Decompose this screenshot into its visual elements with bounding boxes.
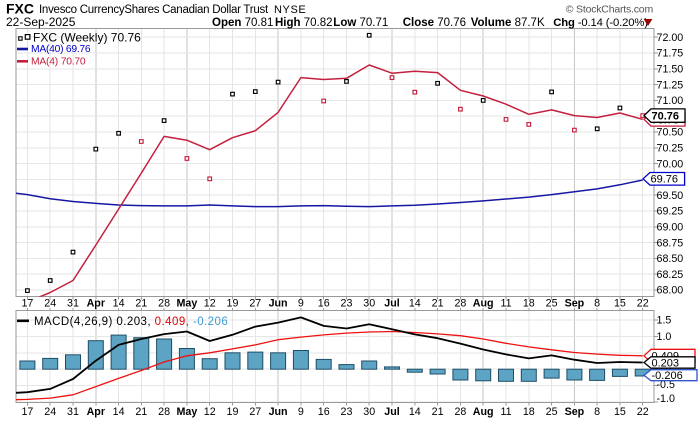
svg-text:Low 70.71: Low 70.71 [333, 17, 388, 29]
svg-text:9: 9 [298, 406, 304, 418]
svg-text:69.00: 69.00 [657, 222, 684, 234]
svg-text:© StockCharts.com: © StockCharts.com [566, 4, 654, 16]
svg-text:14: 14 [113, 298, 125, 310]
svg-text:1.5: 1.5 [657, 315, 672, 327]
svg-text:21: 21 [432, 298, 444, 310]
svg-text:69.25: 69.25 [657, 206, 684, 218]
svg-text:Apr: Apr [87, 298, 105, 310]
svg-text:MA(4) 70.70: MA(4) 70.70 [31, 56, 86, 67]
svg-text:Jun: Jun [269, 298, 288, 310]
svg-text:30: 30 [363, 298, 375, 310]
svg-text:Volume 87.7K: Volume 87.7K [471, 17, 545, 29]
svg-text:Jul: Jul [384, 406, 399, 418]
svg-text:Aug: Aug [473, 406, 494, 418]
svg-text:71.25: 71.25 [657, 79, 684, 91]
svg-text:23: 23 [341, 298, 353, 310]
svg-text:NYSE: NYSE [274, 4, 306, 16]
svg-text:May: May [177, 298, 198, 310]
svg-text:Sep: Sep [565, 406, 585, 418]
svg-text:14: 14 [409, 406, 421, 418]
svg-text:8: 8 [594, 298, 600, 310]
svg-text:MA(40) 69.76: MA(40) 69.76 [31, 44, 91, 55]
svg-text:Jul: Jul [384, 298, 399, 310]
svg-text:23: 23 [341, 406, 353, 418]
svg-text:11: 11 [500, 298, 511, 310]
svg-text:68.25: 68.25 [657, 269, 684, 281]
svg-text:21: 21 [135, 298, 147, 310]
svg-text:28: 28 [158, 298, 170, 310]
svg-text:Apr: Apr [87, 406, 105, 418]
svg-text:FXC (Weekly) 70.76: FXC (Weekly) 70.76 [33, 31, 141, 45]
svg-text:22-Sep-2025: 22-Sep-2025 [6, 15, 76, 29]
svg-text:Close 70.76: Close 70.76 [403, 17, 466, 29]
svg-text:68.50: 68.50 [657, 253, 684, 265]
svg-text:28: 28 [158, 406, 170, 418]
svg-text:-1.0: -1.0 [657, 393, 675, 405]
svg-text:68.75: 68.75 [657, 237, 684, 249]
svg-text:11: 11 [500, 406, 511, 418]
svg-text:27: 27 [249, 298, 261, 310]
svg-text:19: 19 [227, 406, 239, 418]
svg-text:25: 25 [546, 406, 558, 418]
svg-text:0.203: 0.203 [652, 357, 680, 369]
svg-text:1.0: 1.0 [657, 331, 672, 343]
svg-text:Aug: Aug [473, 298, 494, 310]
svg-text:MACD(4,26,9) 0.203, 0.409, -0.: MACD(4,26,9) 0.203, 0.409, -0.206 [34, 316, 228, 328]
svg-text:71.00: 71.00 [657, 95, 684, 107]
svg-text:69.50: 69.50 [657, 190, 684, 202]
svg-text:68.00: 68.00 [657, 285, 684, 297]
svg-text:70.50: 70.50 [657, 127, 684, 139]
svg-text:72.00: 72.00 [657, 32, 684, 44]
svg-text:31: 31 [67, 298, 79, 310]
svg-text:31: 31 [67, 406, 79, 418]
svg-text:FXC: FXC [6, 1, 34, 17]
svg-text:70.25: 70.25 [657, 143, 684, 155]
svg-text:-0.5: -0.5 [657, 379, 675, 391]
svg-text:May: May [177, 406, 198, 418]
svg-text:18: 18 [523, 406, 535, 418]
svg-text:9: 9 [298, 298, 304, 310]
svg-text:70.00: 70.00 [657, 158, 684, 170]
svg-text:16: 16 [318, 406, 330, 418]
svg-text:69.76: 69.76 [651, 174, 679, 186]
svg-text:17: 17 [21, 298, 33, 310]
svg-text:24: 24 [44, 298, 56, 310]
svg-text:Jun: Jun [269, 406, 288, 418]
svg-text:12: 12 [204, 298, 216, 310]
svg-text:22: 22 [637, 298, 649, 310]
svg-text:28: 28 [454, 406, 466, 418]
svg-text:17: 17 [21, 406, 33, 418]
svg-text:15: 15 [614, 298, 626, 310]
svg-text:28: 28 [454, 298, 466, 310]
svg-text:25: 25 [546, 298, 558, 310]
svg-text:22: 22 [637, 406, 649, 418]
svg-text:24: 24 [44, 406, 56, 418]
svg-text:Chg -0.14 (-0.20%): Chg -0.14 (-0.20%) [553, 17, 648, 29]
svg-text:19: 19 [227, 298, 239, 310]
svg-text:27: 27 [249, 406, 261, 418]
svg-text:High 70.82: High 70.82 [275, 17, 333, 29]
svg-text:18: 18 [523, 298, 535, 310]
svg-text:Open 70.81: Open 70.81 [212, 17, 273, 29]
svg-text:8: 8 [594, 406, 600, 418]
svg-text:12: 12 [204, 406, 216, 418]
svg-text:21: 21 [432, 406, 444, 418]
svg-text:Sep: Sep [565, 298, 585, 310]
svg-text:70.76: 70.76 [652, 111, 680, 123]
svg-text:Invesco CurrencyShares Canadia: Invesco CurrencyShares Canadian Dollar T… [39, 4, 269, 16]
svg-text:15: 15 [614, 406, 626, 418]
svg-text:16: 16 [318, 298, 330, 310]
svg-text:-0.206: -0.206 [652, 370, 683, 382]
svg-text:71.50: 71.50 [657, 64, 684, 76]
svg-text:14: 14 [409, 298, 421, 310]
svg-text:14: 14 [113, 406, 125, 418]
svg-text:71.75: 71.75 [657, 48, 684, 60]
svg-text:21: 21 [135, 406, 147, 418]
svg-text:30: 30 [363, 406, 375, 418]
